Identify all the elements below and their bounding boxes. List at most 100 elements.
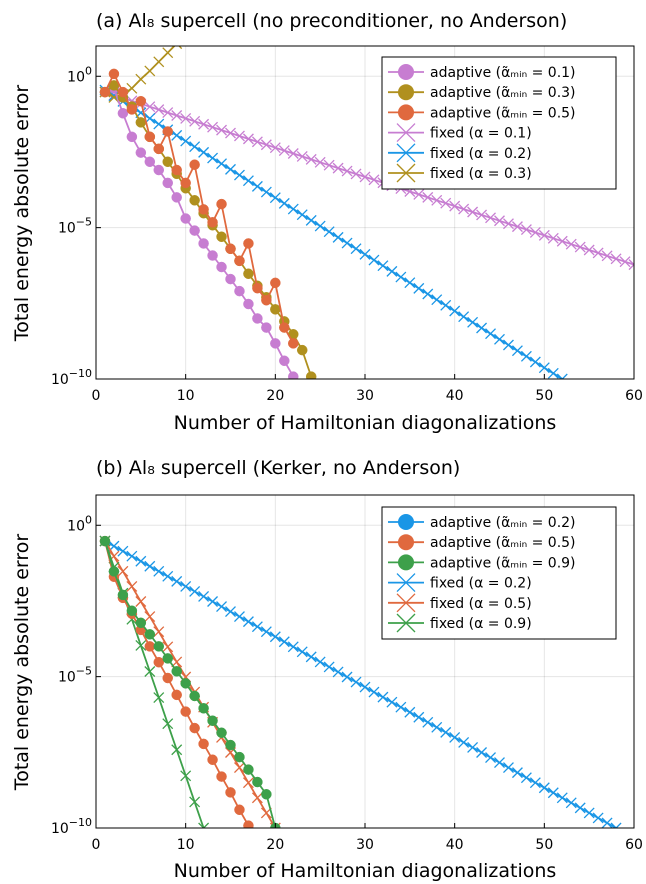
legend-swatch-marker (398, 554, 414, 571)
data-point (180, 580, 192, 592)
legend-label: adaptive (α̃ₘᵢₙ = 0.9) (430, 555, 576, 571)
legend-swatch-marker (398, 64, 414, 80)
data-point (153, 641, 165, 652)
legend-label: fixed (α = 0.1) (430, 126, 532, 142)
data-point (270, 277, 281, 289)
data-point (144, 65, 156, 77)
data-point (458, 736, 470, 748)
data-point (117, 86, 129, 98)
data-point (153, 626, 165, 638)
x-tick-label: 40 (446, 837, 464, 853)
data-point (153, 56, 165, 68)
data-point (449, 305, 461, 317)
y-tick-base: 10 (58, 670, 76, 686)
data-point (278, 197, 290, 209)
data-point (225, 163, 236, 175)
data-point (162, 177, 173, 189)
data-point (261, 789, 272, 800)
x-tick-label: 30 (356, 388, 374, 404)
data-point (207, 754, 218, 765)
data-point (162, 126, 173, 137)
data-point (287, 203, 299, 215)
data-point (610, 822, 622, 828)
data-point (556, 792, 568, 804)
data-point (135, 117, 147, 128)
legend-frame (381, 56, 617, 190)
data-point (198, 822, 210, 828)
chart-a-x-label: Number of Hamiltonian diagonalizations (174, 412, 557, 434)
data-point (305, 153, 317, 165)
legend-entry: adaptive (α̃ₘᵢₙ = 0.5) (388, 104, 576, 121)
data-point (126, 580, 138, 592)
data-point (305, 371, 317, 379)
data-point (538, 362, 550, 374)
data-point (135, 596, 147, 607)
y-tick-base: 10 (67, 518, 85, 534)
data-point (162, 718, 174, 730)
data-point (144, 101, 156, 113)
data-point (153, 118, 165, 130)
data-point (305, 651, 317, 663)
data-point (520, 350, 532, 362)
data-point (601, 817, 613, 828)
legend-frame (381, 506, 617, 640)
chart-b: (b) Al₈ supercell (Kerker, no Anderson) … (11, 457, 643, 882)
data-point (189, 159, 200, 170)
data-point (207, 217, 218, 228)
legend-entry: fixed (α = 0.1) (388, 123, 532, 143)
chart-a-legend: adaptive (α̃ₘᵢₙ = 0.1) adaptive (α̃ₘᵢₙ = … (381, 56, 617, 190)
data-point (207, 250, 218, 261)
legend-swatch-marker (396, 573, 416, 593)
y-tick-exponent: −5 (76, 665, 92, 678)
data-point (216, 771, 227, 782)
x-tick-label: 60 (625, 388, 643, 404)
data-point (117, 565, 129, 577)
data-point (323, 661, 335, 673)
data-point (592, 812, 604, 824)
series-adaptive (99, 68, 299, 349)
legend-label: fixed (α = 0.3) (430, 166, 532, 182)
x-tick-label: 50 (535, 837, 553, 853)
legend-swatch-marker (396, 143, 416, 163)
data-point (171, 689, 182, 701)
data-point (619, 256, 631, 268)
data-point (467, 206, 479, 218)
data-point (198, 703, 209, 714)
data-point (126, 550, 138, 562)
data-point (270, 304, 281, 315)
legend-entry: fixed (α = 0.5) (388, 593, 532, 613)
data-point (458, 311, 470, 323)
legend-label: adaptive (α̃ₘᵢₙ = 0.2) (430, 515, 576, 531)
series-adaptive (99, 535, 281, 828)
y-tick-exponent: 0 (85, 64, 92, 77)
data-point (153, 164, 165, 176)
data-point (198, 204, 209, 215)
data-point (171, 110, 183, 121)
data-point (503, 762, 514, 774)
data-point (341, 165, 353, 177)
legend-entry: adaptive (α̃ₘᵢₙ = 0.3) (388, 84, 576, 101)
chart-b-y-label: Total energy absolute error (11, 534, 33, 792)
chart-b-x-ticks: 0 10 20 30 40 50 60 (92, 823, 643, 853)
series-line (104, 540, 250, 827)
y-tick-exponent: −10 (69, 367, 92, 380)
data-point (243, 298, 254, 310)
y-tick-label: 100 (67, 513, 92, 534)
chart-b-title: (b) Al₈ supercell (Kerker, no Anderson) (96, 457, 460, 479)
legend-label: adaptive (α̃ₘᵢₙ = 0.5) (430, 535, 576, 551)
data-point (449, 731, 461, 743)
chart-a-y-label: Total energy absolute error (11, 85, 33, 343)
data-point (422, 288, 434, 300)
chart-b-plot-area (99, 535, 622, 828)
data-point (216, 198, 227, 210)
data-point (332, 666, 344, 678)
chart-b-x-label: Number of Hamiltonian diagonalizations (174, 860, 557, 882)
data-point (467, 742, 479, 753)
data-point (314, 156, 326, 168)
data-point (216, 158, 227, 170)
data-point (252, 776, 263, 788)
data-point (171, 744, 183, 756)
data-point (547, 232, 559, 244)
data-point (422, 716, 434, 728)
data-point (242, 133, 254, 145)
